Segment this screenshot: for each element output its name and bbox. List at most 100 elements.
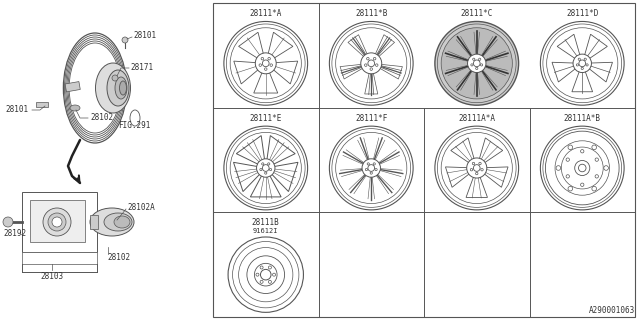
Circle shape	[268, 163, 270, 165]
Circle shape	[373, 57, 376, 60]
Ellipse shape	[52, 217, 62, 227]
Circle shape	[330, 126, 413, 210]
Circle shape	[540, 21, 624, 105]
Ellipse shape	[43, 208, 71, 236]
Circle shape	[362, 159, 380, 177]
Text: 28111*D: 28111*D	[566, 9, 598, 18]
Circle shape	[543, 24, 621, 103]
Circle shape	[577, 64, 579, 66]
Circle shape	[376, 64, 378, 66]
Circle shape	[260, 269, 271, 280]
Circle shape	[230, 132, 301, 204]
Polygon shape	[268, 32, 293, 60]
Circle shape	[472, 162, 475, 165]
Circle shape	[361, 53, 381, 74]
Text: 91612I: 91612I	[253, 228, 278, 234]
Ellipse shape	[114, 216, 130, 228]
Circle shape	[579, 164, 586, 172]
Ellipse shape	[95, 63, 131, 113]
Bar	[213, 3, 635, 317]
Text: 28111*F: 28111*F	[355, 114, 387, 123]
Polygon shape	[584, 34, 607, 59]
Circle shape	[586, 64, 588, 66]
Circle shape	[580, 149, 584, 153]
Bar	[90, 215, 98, 229]
Circle shape	[474, 60, 480, 67]
Circle shape	[441, 132, 513, 204]
Circle shape	[247, 256, 285, 293]
Polygon shape	[445, 167, 472, 187]
Circle shape	[268, 280, 271, 283]
Polygon shape	[234, 162, 261, 192]
Polygon shape	[466, 174, 488, 197]
Text: 28101: 28101	[5, 106, 28, 115]
Polygon shape	[482, 167, 508, 187]
Circle shape	[365, 64, 367, 66]
Text: 28102A: 28102A	[127, 203, 155, 212]
Circle shape	[268, 57, 270, 60]
Circle shape	[257, 159, 275, 177]
Ellipse shape	[70, 105, 80, 111]
Circle shape	[370, 68, 372, 70]
Polygon shape	[234, 61, 261, 84]
Circle shape	[555, 141, 609, 195]
Circle shape	[575, 160, 590, 176]
Circle shape	[122, 37, 128, 43]
Circle shape	[476, 67, 478, 69]
Circle shape	[264, 68, 267, 70]
Circle shape	[268, 266, 271, 269]
Circle shape	[255, 263, 277, 286]
Text: A290001063: A290001063	[589, 306, 635, 315]
Circle shape	[471, 64, 473, 66]
Text: 28102: 28102	[90, 114, 113, 123]
Circle shape	[262, 163, 264, 165]
Circle shape	[367, 57, 369, 60]
Circle shape	[476, 172, 478, 175]
Circle shape	[604, 166, 609, 170]
Circle shape	[332, 24, 411, 103]
Circle shape	[330, 21, 413, 105]
Ellipse shape	[130, 110, 140, 126]
Bar	[30, 200, 85, 242]
Circle shape	[556, 166, 561, 170]
Ellipse shape	[90, 208, 134, 236]
Text: 28111B: 28111B	[252, 218, 280, 227]
Bar	[22, 252, 97, 264]
Circle shape	[270, 64, 273, 66]
Circle shape	[547, 28, 618, 99]
Circle shape	[592, 145, 596, 150]
Circle shape	[112, 75, 118, 81]
Polygon shape	[253, 69, 278, 93]
Text: 28171: 28171	[130, 63, 153, 73]
Text: 28111*C: 28111*C	[461, 9, 493, 18]
Circle shape	[255, 53, 276, 74]
Circle shape	[545, 131, 619, 205]
Circle shape	[481, 64, 483, 66]
Circle shape	[468, 54, 486, 73]
Ellipse shape	[65, 35, 125, 141]
Circle shape	[470, 169, 473, 171]
Ellipse shape	[48, 213, 66, 231]
Circle shape	[335, 132, 407, 204]
Text: 28103: 28103	[40, 272, 63, 281]
Circle shape	[481, 169, 483, 171]
Circle shape	[581, 67, 583, 69]
Text: 28111A*B: 28111A*B	[564, 114, 601, 123]
Circle shape	[375, 168, 377, 171]
Circle shape	[595, 175, 598, 178]
Bar	[65, 82, 80, 92]
Circle shape	[230, 28, 301, 99]
Circle shape	[368, 60, 374, 67]
Circle shape	[256, 273, 259, 276]
Polygon shape	[588, 62, 612, 82]
Ellipse shape	[69, 43, 121, 133]
Circle shape	[561, 147, 603, 189]
Circle shape	[441, 28, 513, 99]
Circle shape	[269, 168, 271, 171]
Circle shape	[368, 165, 374, 171]
Text: 28111*E: 28111*E	[250, 114, 282, 123]
Circle shape	[260, 280, 263, 283]
Circle shape	[435, 21, 518, 105]
Ellipse shape	[104, 213, 132, 231]
Circle shape	[260, 266, 263, 269]
